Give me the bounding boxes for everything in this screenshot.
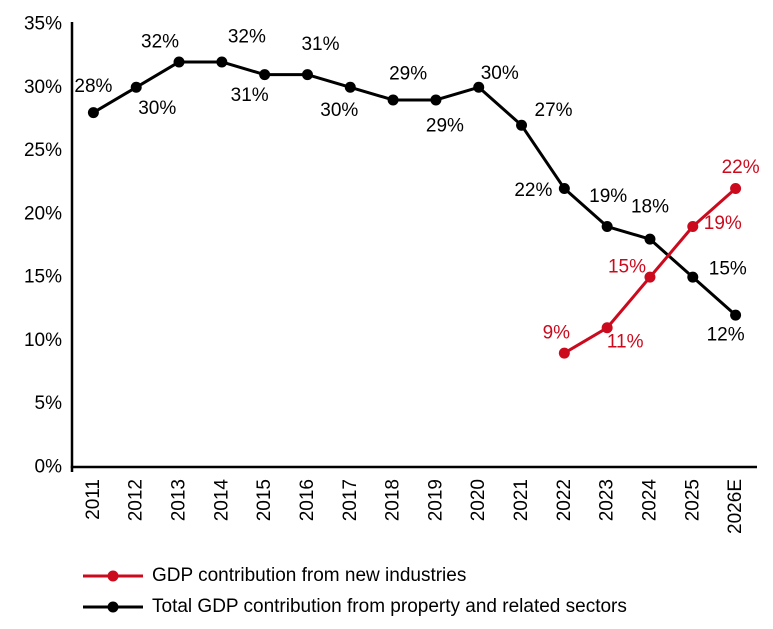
y-tick-label: 20% (24, 203, 62, 224)
y-tick-label: 5% (35, 393, 63, 414)
data-label: 15% (608, 257, 646, 278)
x-tick-label: 2019 (425, 479, 446, 521)
y-tick-label: 35% (24, 14, 62, 35)
data-point (387, 94, 399, 106)
legend-label-new-industries: GDP contribution from new industries (152, 565, 467, 586)
data-point (644, 233, 656, 245)
series-line: 28%30%32% 32%31%31%30%29%29%30%27%22% 19%1… (74, 26, 747, 345)
chart-canvas: 0%5%10%15%20%25%30%35%2011 2012 2013 2014 20… (24, 14, 760, 534)
data-point (601, 322, 613, 334)
data-label: 27% (535, 100, 573, 121)
data-label: 30% (138, 98, 176, 119)
data-point (601, 221, 613, 233)
data-label: 19% (589, 186, 627, 207)
x-tick-label: 2017 (340, 479, 361, 521)
legend-swatch-black-line-marker-icon (83, 601, 143, 612)
data-point (558, 347, 570, 359)
data-label: 12% (707, 325, 745, 346)
x-tick-label: 2018 (383, 479, 404, 521)
x-tick-label: 2023 (597, 479, 618, 521)
series-line: 9% 11% 15% 19% 22% (543, 157, 760, 359)
data-point (87, 107, 99, 119)
x-tick-label: 2013 (169, 479, 190, 521)
data-label: 29% (426, 115, 464, 136)
data-label: 29% (389, 63, 427, 84)
data-label: 30% (481, 63, 519, 84)
x-tick-label: 2026E (725, 479, 746, 534)
data-label: 31% (301, 34, 339, 55)
data-point (644, 271, 656, 283)
data-point (301, 69, 313, 81)
data-label: 31% (231, 85, 269, 106)
legend-item-property-sectors: Total GDP contribution from property and… (83, 596, 627, 617)
y-tick-label: 10% (24, 330, 62, 351)
x-tick-label: 2016 (297, 479, 318, 521)
x-tick-label: 2012 (126, 479, 147, 521)
y-axis-tick-labels: 0% 5% 10% 15% 20% 25% 30% 35% (24, 14, 62, 478)
x-axis-tick-labels: 2011 2012 2013 2014 2015 2016 2017 2018 2019 2020… (83, 479, 746, 534)
data-point (216, 56, 228, 68)
legend-label-property-sectors: Total GDP contribution from property and… (152, 596, 627, 617)
data-point (430, 94, 442, 106)
data-label: 19% (704, 213, 742, 234)
data-point (558, 183, 570, 195)
data-label: 32% (141, 31, 179, 52)
data-label: 28% (74, 76, 112, 97)
x-tick-label: 2022 (554, 479, 575, 521)
x-tick-label: 2024 (639, 479, 660, 522)
data-point (473, 81, 485, 93)
data-point (173, 56, 185, 68)
y-tick-label: 25% (24, 140, 62, 161)
y-tick-label: 0% (35, 457, 63, 478)
data-label: 22% (514, 180, 552, 201)
data-point (259, 69, 271, 81)
data-point (687, 271, 699, 283)
x-tick-label: 2015 (254, 479, 275, 521)
data-label: 22% (722, 157, 760, 178)
data-point (130, 81, 142, 93)
legend-item-new-industries: GDP contribution from new industries (83, 565, 627, 586)
data-point (687, 221, 699, 233)
data-label: 18% (631, 197, 669, 218)
data-label: 9% (543, 323, 571, 344)
data-point (730, 309, 742, 321)
data-label: 32% (228, 26, 266, 47)
y-tick-label: 30% (24, 77, 62, 98)
x-tick-label: 2021 (511, 479, 532, 521)
x-tick-label: 2014 (211, 479, 232, 522)
y-tick-label: 15% (24, 267, 62, 288)
data-label: 11% (607, 331, 644, 352)
data-point (344, 81, 356, 93)
x-tick-label: 2020 (468, 479, 489, 521)
data-point (730, 183, 742, 195)
data-label: 15% (709, 259, 747, 280)
chart-legend: GDP contribution from new industries Tot… (83, 565, 627, 617)
data-label: 30% (320, 100, 358, 121)
data-point (516, 119, 528, 131)
x-tick-label: 2011 (83, 479, 104, 520)
x-tick-label: 2025 (682, 479, 703, 521)
legend-swatch-red-line-marker-icon (83, 570, 143, 581)
